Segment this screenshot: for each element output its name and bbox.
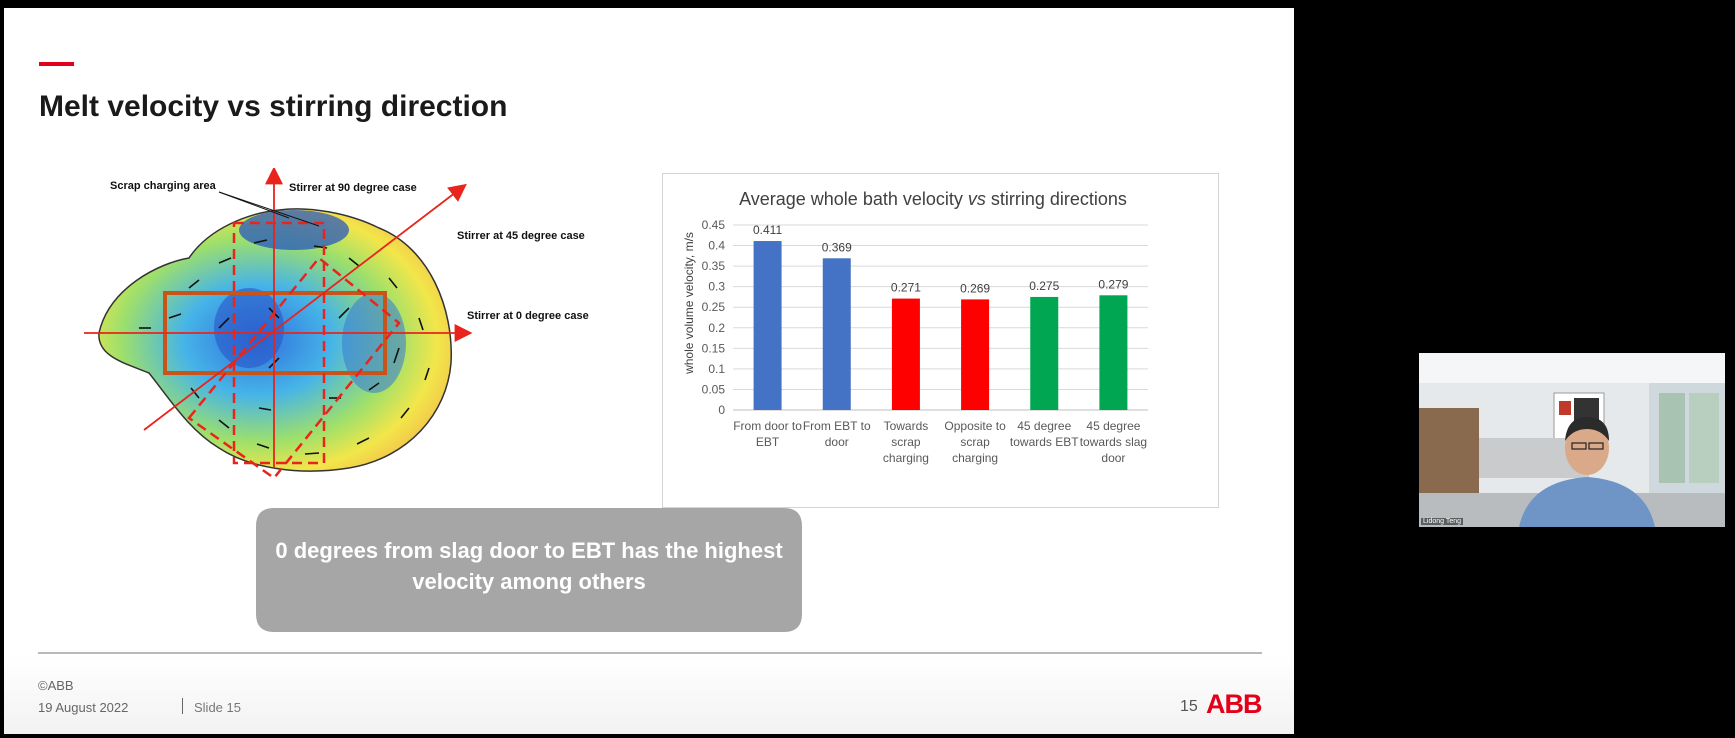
velocity-chart: Average whole bath velocity vs stirring … — [662, 173, 1219, 508]
chart-title-part-3: stirring directions — [986, 189, 1127, 209]
callout-bubble — [256, 508, 802, 632]
y-tick-label: 0.2 — [708, 321, 725, 335]
footer-date: 19 August 2022 — [38, 700, 129, 715]
vortex-top — [239, 210, 349, 250]
participant-shirt — [1519, 477, 1655, 527]
participant-head — [1565, 421, 1609, 475]
x-tick-label: door — [825, 435, 849, 449]
x-tick-label: scrap — [891, 435, 921, 449]
x-tick-label: From door to — [733, 419, 802, 433]
y-tick-label: 0.15 — [702, 341, 726, 355]
footer-copyright: ©ABB — [38, 678, 74, 693]
y-tick-label: 0.1 — [708, 362, 725, 376]
x-tick-label: towards EBT — [1010, 435, 1079, 449]
presentation-slide: Melt velocity vs stirring direction — [4, 8, 1294, 734]
vortex-right — [342, 293, 406, 393]
x-tick-label: door — [1101, 451, 1125, 465]
x-tick-label: Towards — [884, 419, 929, 433]
bar — [1030, 296, 1059, 410]
bar — [891, 298, 920, 410]
bar — [753, 241, 782, 410]
y-tick-label: 0.25 — [702, 300, 726, 314]
data-label: 0.279 — [1098, 277, 1128, 291]
y-axis-label: whole volume velocity, m/s — [682, 232, 696, 375]
abb-logo: ABB — [1206, 689, 1262, 718]
vortex-left — [214, 288, 284, 368]
data-label: 0.411 — [753, 223, 782, 237]
participant-name: Lidong Teng — [1421, 518, 1464, 525]
label-scrap-charging: Scrap charging area — [110, 180, 217, 192]
x-tick-label: EBT — [756, 435, 780, 449]
data-label: 0.269 — [960, 281, 990, 295]
scrap-pointer-2 — [218, 191, 320, 227]
bar — [1099, 295, 1128, 410]
x-tick-label: towards slag — [1080, 435, 1147, 449]
slide-title: Melt velocity vs stirring direction — [39, 90, 508, 123]
page-number: 15 — [1180, 698, 1198, 715]
footer-background — [4, 656, 1294, 734]
axis-45-degree — [143, 183, 467, 431]
stirrer-zone-45 — [187, 256, 401, 480]
x-tick-label: scrap — [960, 435, 990, 449]
data-label: 0.271 — [891, 281, 921, 295]
label-stirrer-90: Stirrer at 90 degree case — [289, 182, 417, 194]
video-feed — [1419, 353, 1725, 527]
chart-title-part-2: vs — [968, 189, 986, 209]
chart-title-part-1: Average whole bath velocity — [739, 189, 968, 209]
x-tick-label: 45 degree — [1086, 419, 1140, 433]
bar — [822, 258, 851, 410]
y-tick-label: 0.3 — [708, 280, 725, 294]
x-tick-label: 45 degree — [1017, 419, 1071, 433]
callout-text: 0 degrees from slag door to EBT has the … — [275, 538, 783, 594]
chart-title: Average whole bath velocity vs stirring … — [739, 189, 1127, 209]
footer-separator — [182, 698, 183, 714]
x-tick-label: charging — [952, 451, 998, 465]
y-tick-label: 0.35 — [702, 259, 726, 273]
x-tick-label: From EBT to — [803, 419, 871, 433]
y-tick-label: 0.4 — [708, 239, 725, 253]
footer-slide-label: Slide 15 — [194, 700, 241, 715]
x-tick-label: Opposite to — [944, 419, 1006, 433]
svg-text:ABB: ABB — [1206, 689, 1262, 718]
velocity-bar-chart: Average whole bath velocity vs stirring … — [682, 189, 1148, 465]
bar — [961, 299, 990, 410]
label-stirrer-0: Stirrer at 0 degree case — [467, 310, 589, 322]
x-tick-label: charging — [883, 451, 929, 465]
label-stirrer-45: Stirrer at 45 degree case — [457, 230, 585, 242]
participant-video-tile[interactable]: Lidong Teng — [1419, 353, 1725, 527]
y-tick-label: 0 — [718, 403, 725, 417]
y-tick-label: 0.45 — [702, 218, 726, 232]
furnace-flow-diagram: Scrap charging area Stirrer at 90 degree… — [84, 168, 589, 480]
data-label: 0.275 — [1029, 279, 1059, 293]
stirrer-zone-90 — [232, 221, 326, 465]
data-label: 0.369 — [822, 240, 852, 254]
y-tick-label: 0.05 — [702, 382, 726, 396]
title-accent-bar — [39, 62, 74, 66]
footer-divider — [38, 652, 1262, 654]
